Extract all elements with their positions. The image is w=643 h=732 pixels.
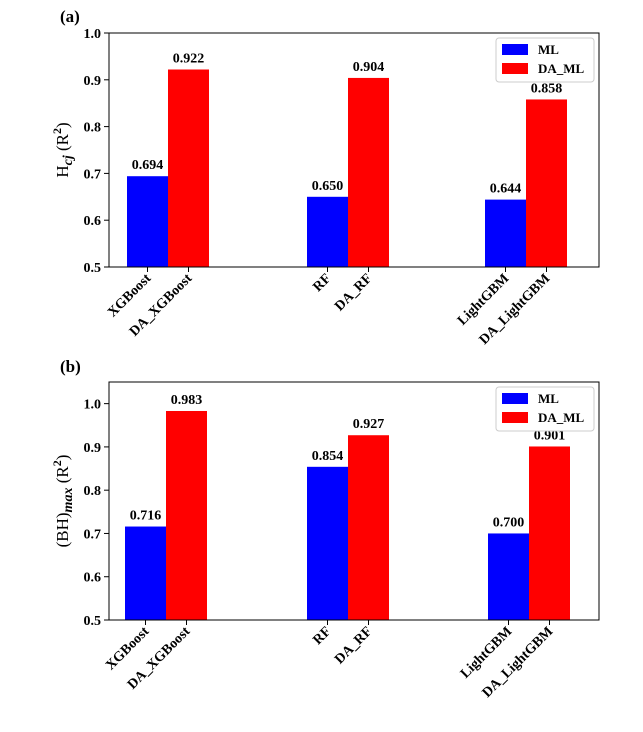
bar-ml-xgboost	[125, 526, 166, 620]
data-label: 0.644	[490, 182, 522, 197]
legend-label: ML	[538, 391, 559, 406]
data-label: 0.700	[493, 515, 525, 530]
bar-da-ml-lightgbm	[526, 99, 567, 268]
bar-da-ml-lightgbm	[529, 446, 570, 620]
x-tick-label: DA_LightGBM	[480, 624, 557, 701]
bar-da-ml-rf	[348, 435, 389, 620]
legend-label: DA_ML	[538, 410, 585, 425]
bar-da-ml-rf	[348, 77, 389, 267]
data-label: 0.922	[173, 52, 205, 67]
legend-label: DA_ML	[538, 61, 585, 76]
axes-frame	[108, 32, 600, 268]
bar-ml-lightgbm	[485, 199, 526, 267]
data-label: 0.983	[171, 393, 203, 408]
data-label: 0.716	[130, 509, 162, 524]
bar-ml-lightgbm	[488, 533, 529, 620]
x-tick-label: DA_RF	[332, 624, 375, 667]
data-label: 0.904	[353, 60, 385, 75]
y-tick-label: 0.9	[84, 441, 102, 456]
data-label: 0.927	[353, 417, 385, 432]
axes-frame	[108, 381, 600, 621]
y-axis-label: Hcj (R2)	[50, 122, 76, 177]
data-label: 0.650	[312, 179, 344, 194]
bar-ml-rf	[307, 196, 348, 267]
y-tick-label: 0.9	[84, 74, 102, 89]
data-label: 0.694	[132, 158, 164, 173]
legend-label: ML	[538, 42, 559, 57]
panel-label: (b)	[60, 357, 81, 376]
y-tick-label: 1.0	[84, 398, 102, 413]
y-tick-label: 1.0	[84, 27, 102, 42]
data-label: 0.858	[531, 81, 563, 96]
y-axis-label: (BH)max (R2)	[50, 455, 76, 548]
y-tick-label: 0.8	[84, 484, 102, 499]
chart-panel-b: (b) 0.716 0.854 0.700 0.983 0.927 0.901 0.5 0.6 0…	[50, 357, 600, 701]
legend-swatch	[502, 412, 528, 423]
y-tick-label: 0.7	[84, 527, 102, 542]
legend-swatch	[502, 63, 528, 74]
bar-ml-xgboost	[127, 176, 168, 267]
data-label: 0.854	[312, 449, 344, 464]
y-tick-label: 0.7	[84, 167, 102, 182]
y-tick-label: 0.6	[84, 214, 102, 229]
y-tick-label: 0.5	[84, 261, 102, 276]
panel-label: (a)	[60, 7, 80, 26]
bar-da-ml-xgboost	[168, 69, 209, 267]
y-tick-label: 0.8	[84, 121, 102, 136]
y-tick-label: 0.5	[84, 614, 102, 629]
bar-da-ml-xgboost	[166, 410, 207, 620]
legend-swatch	[502, 393, 528, 404]
chart-panel-a: (a) 0.694 0.650 0.644 0.922 0.904 0.858 0.5 0.6 0…	[50, 7, 600, 348]
bar-ml-rf	[307, 466, 348, 620]
x-tick-label: RF	[311, 624, 335, 648]
legend: ML DA_ML	[495, 386, 595, 432]
y-tick-label: 0.6	[84, 571, 102, 586]
x-tick-label: RF	[311, 271, 335, 295]
data-label: 0.901	[534, 428, 566, 443]
legend: ML DA_ML	[495, 37, 595, 83]
x-tick-label: DA_LightGBM	[477, 271, 554, 348]
x-tick-label: DA_RF	[332, 271, 375, 314]
legend-swatch	[502, 44, 528, 55]
